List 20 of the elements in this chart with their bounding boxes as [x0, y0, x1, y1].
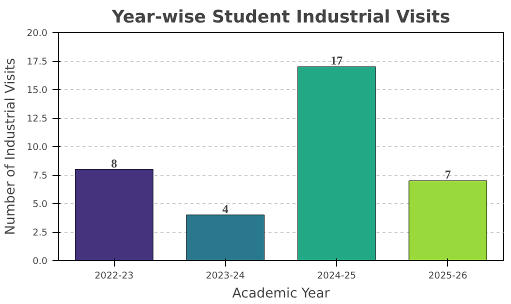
- x-axis-title: Academic Year: [232, 286, 330, 302]
- y-tick-label: 2.5: [32, 228, 48, 238]
- y-axis-title: Number of Industrial Visits: [4, 58, 19, 235]
- data-label: 4: [222, 202, 228, 216]
- x-tick-label: 2025-26: [428, 270, 468, 282]
- y-tick-label: 0.0: [32, 256, 48, 267]
- y-tick-label: 10.0: [26, 142, 48, 153]
- y-tick-label: 7.5: [32, 170, 48, 182]
- x-tick-label: 2023-24: [206, 270, 245, 282]
- x-tick-label: 2024-25: [317, 270, 356, 282]
- y-tick-label: 20.0: [26, 28, 48, 39]
- data-label: 17: [330, 54, 343, 68]
- x-tick-label: 2022-23: [94, 270, 134, 282]
- y-tick-label: 15.0: [26, 85, 48, 96]
- y-tick-label: 12.5: [26, 114, 48, 124]
- data-label: 7: [444, 168, 451, 182]
- chart-title: Year-wise Student Industrial Visits: [110, 8, 450, 28]
- y-tick-label: 17.5: [26, 56, 48, 68]
- data-label: 8: [111, 156, 118, 170]
- y-tick-label: 5.0: [32, 199, 48, 210]
